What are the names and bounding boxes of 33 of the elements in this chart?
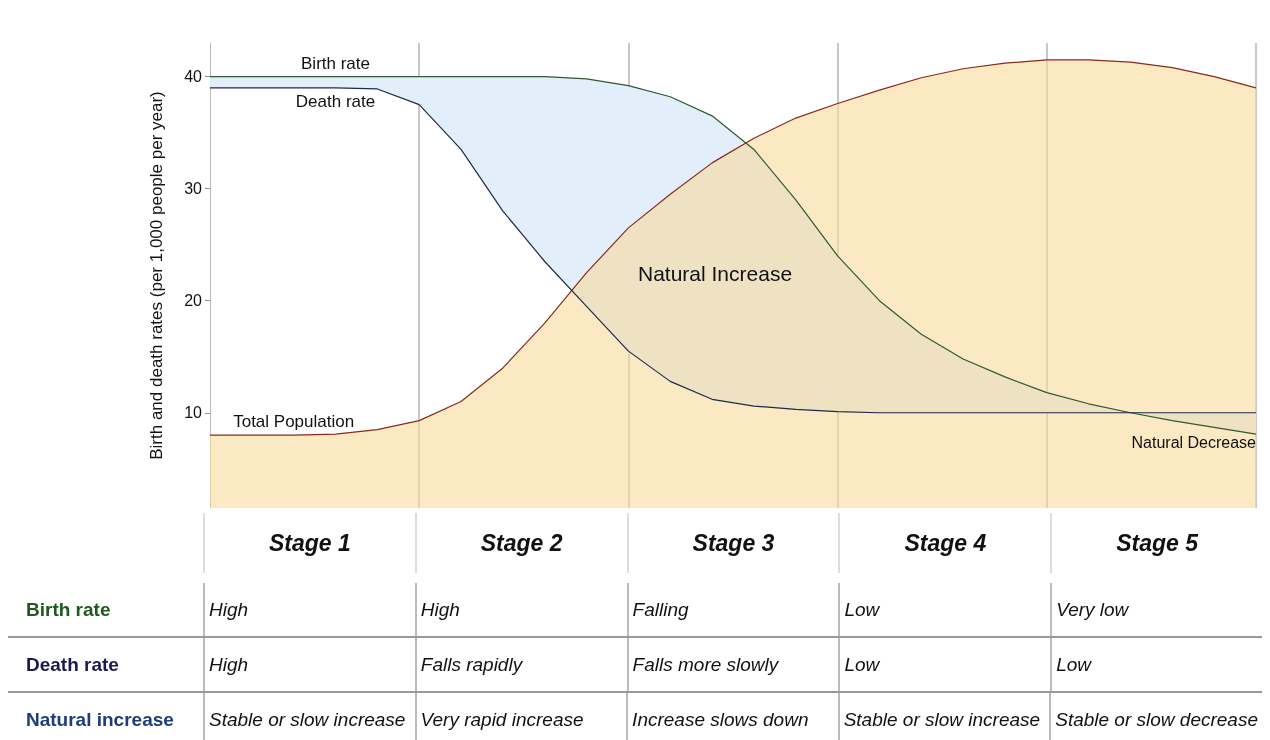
series-label: Birth rate	[301, 53, 371, 73]
text: Falling	[632, 598, 689, 620]
text: Low	[1056, 653, 1092, 675]
category-label: Stage 3	[626, 513, 839, 573]
text: Falls more slowly	[632, 653, 779, 675]
category-label: Stage 4	[838, 513, 1051, 573]
text: Stable or slow increase	[843, 708, 1041, 730]
text: Very rapid increase	[420, 708, 584, 730]
y-tick-label: 40	[184, 68, 203, 86]
category-label: Birth rate	[26, 598, 111, 620]
category-label: Stage 5	[1050, 513, 1262, 573]
category-label: Death rate	[26, 653, 119, 675]
text: Low	[844, 653, 880, 675]
text: Falls rapidly	[420, 653, 523, 675]
annotation: Natural Increase	[638, 262, 793, 285]
text: Stable or slow decrease	[1055, 708, 1258, 730]
category-label: Stage 2	[414, 513, 627, 573]
text: High	[209, 598, 249, 620]
series-label: Total Population	[233, 412, 355, 432]
text: High	[209, 653, 249, 675]
y-tick-label: 10	[184, 404, 203, 422]
series-label: Death rate	[295, 91, 376, 111]
text: Increase slows down	[632, 708, 809, 730]
text: High	[420, 598, 460, 620]
y-tick-label: 20	[184, 292, 203, 310]
text: Stable or slow increase	[209, 708, 406, 730]
text: Very low	[1056, 598, 1129, 620]
y-tick-label: 30	[184, 180, 203, 198]
annotation: Natural Decrease	[1131, 433, 1257, 451]
category-label: Natural increase	[26, 708, 174, 730]
y-axis-title: Birth and death rates (per 1,000 people per year)	[147, 91, 166, 460]
category-label: Stage 1	[203, 513, 415, 573]
text: Low	[844, 598, 880, 620]
